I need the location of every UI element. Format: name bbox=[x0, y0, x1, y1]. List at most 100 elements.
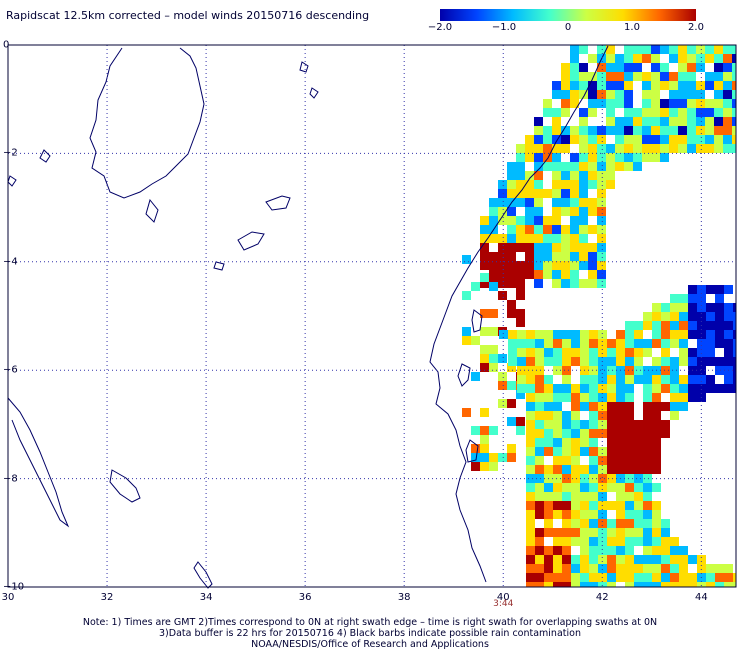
swath-cell bbox=[633, 117, 642, 126]
swath-cell bbox=[678, 90, 687, 99]
swath-cell bbox=[535, 465, 544, 474]
swath-cell bbox=[724, 321, 733, 330]
swath-cell bbox=[597, 99, 606, 108]
swath-cell bbox=[498, 279, 507, 288]
swath-cell bbox=[534, 198, 543, 207]
swath-cell bbox=[480, 363, 489, 372]
swath-cell bbox=[705, 81, 714, 90]
swath-cell bbox=[597, 225, 606, 234]
swath-cell bbox=[625, 447, 634, 456]
swath-cell bbox=[480, 309, 489, 318]
swath-cell bbox=[633, 72, 642, 81]
swath-cell bbox=[661, 321, 670, 330]
swath-cell bbox=[696, 45, 705, 54]
swath-cell bbox=[480, 234, 489, 243]
swath-cell bbox=[579, 171, 588, 180]
swath-cell bbox=[634, 438, 643, 447]
swath-cell bbox=[552, 189, 561, 198]
swath-cell bbox=[480, 354, 489, 363]
swath-cell bbox=[480, 453, 489, 462]
swath-cell bbox=[526, 555, 535, 564]
swath-cell bbox=[498, 273, 507, 282]
swath-cell bbox=[589, 564, 598, 573]
swath-cell bbox=[534, 135, 543, 144]
swath-cell bbox=[670, 366, 679, 375]
swath-cell bbox=[471, 453, 480, 462]
swath-cell bbox=[580, 519, 589, 528]
colorbar-tick-label: 1.0 bbox=[624, 22, 640, 33]
swath-cell bbox=[634, 492, 643, 501]
swath-cell bbox=[670, 321, 679, 330]
swath-cell bbox=[562, 330, 571, 339]
swath-cell bbox=[687, 126, 696, 135]
swath-cell bbox=[589, 474, 598, 483]
swath-cell bbox=[651, 126, 660, 135]
swath-cell bbox=[697, 348, 706, 357]
swath-cell bbox=[652, 447, 661, 456]
swath-cell bbox=[697, 384, 706, 393]
swath-cell bbox=[642, 126, 651, 135]
swath-cell bbox=[597, 207, 606, 216]
swath-cell bbox=[598, 447, 607, 456]
swath-cell bbox=[544, 528, 553, 537]
swath-cell bbox=[507, 225, 516, 234]
swath-cell bbox=[507, 189, 516, 198]
swath-cell bbox=[670, 294, 679, 303]
swath-cell bbox=[507, 309, 516, 318]
swath-cell bbox=[679, 339, 688, 348]
swath-cell bbox=[589, 402, 598, 411]
swath-cell bbox=[580, 465, 589, 474]
swath-cell bbox=[652, 537, 661, 546]
swath-cell bbox=[570, 54, 579, 63]
swath-cell bbox=[552, 117, 561, 126]
swath-cell bbox=[678, 117, 687, 126]
swath-cell bbox=[642, 144, 651, 153]
swath-cell bbox=[588, 72, 597, 81]
swath-cell bbox=[696, 81, 705, 90]
swath-cell bbox=[643, 312, 652, 321]
swath-cell bbox=[607, 339, 616, 348]
swath-cell bbox=[624, 54, 633, 63]
swath-cell bbox=[625, 519, 634, 528]
swath-cell bbox=[633, 153, 642, 162]
swath-cell bbox=[715, 564, 724, 573]
swath-cell bbox=[534, 207, 543, 216]
swath-cell bbox=[462, 291, 471, 300]
swath-cell bbox=[642, 135, 651, 144]
swath-cell bbox=[642, 108, 651, 117]
swath-cell bbox=[544, 465, 553, 474]
swath-cell bbox=[561, 189, 570, 198]
swath-cell bbox=[678, 144, 687, 153]
swath-cell bbox=[696, 99, 705, 108]
swath-cell bbox=[526, 384, 535, 393]
swath-cell bbox=[643, 411, 652, 420]
swath-cell bbox=[643, 447, 652, 456]
swath-cell bbox=[652, 303, 661, 312]
swath-cell bbox=[660, 108, 669, 117]
swath-cell bbox=[507, 252, 516, 261]
swath-cell bbox=[508, 330, 517, 339]
latitude-label: −10 bbox=[3, 581, 25, 593]
swath-cell bbox=[660, 153, 669, 162]
swath-cell bbox=[652, 402, 661, 411]
swath-cell bbox=[723, 126, 732, 135]
swath-cell bbox=[544, 519, 553, 528]
swath-cell bbox=[652, 483, 661, 492]
swath-cell bbox=[598, 474, 607, 483]
swath-cell bbox=[705, 72, 714, 81]
swath-cell bbox=[723, 90, 732, 99]
swath-cell bbox=[507, 363, 516, 372]
swath-cell bbox=[570, 99, 579, 108]
swath-cell bbox=[652, 330, 661, 339]
swath-cell bbox=[598, 330, 607, 339]
swath-cell bbox=[625, 465, 634, 474]
swath-cell bbox=[616, 510, 625, 519]
swath-cell bbox=[634, 339, 643, 348]
swath-cell bbox=[553, 438, 562, 447]
swath-cell bbox=[562, 375, 571, 384]
swath-cell bbox=[544, 375, 553, 384]
swath-cell bbox=[507, 279, 516, 288]
swath-cell bbox=[687, 135, 696, 144]
swath-cell bbox=[525, 153, 534, 162]
swath-cell bbox=[588, 180, 597, 189]
